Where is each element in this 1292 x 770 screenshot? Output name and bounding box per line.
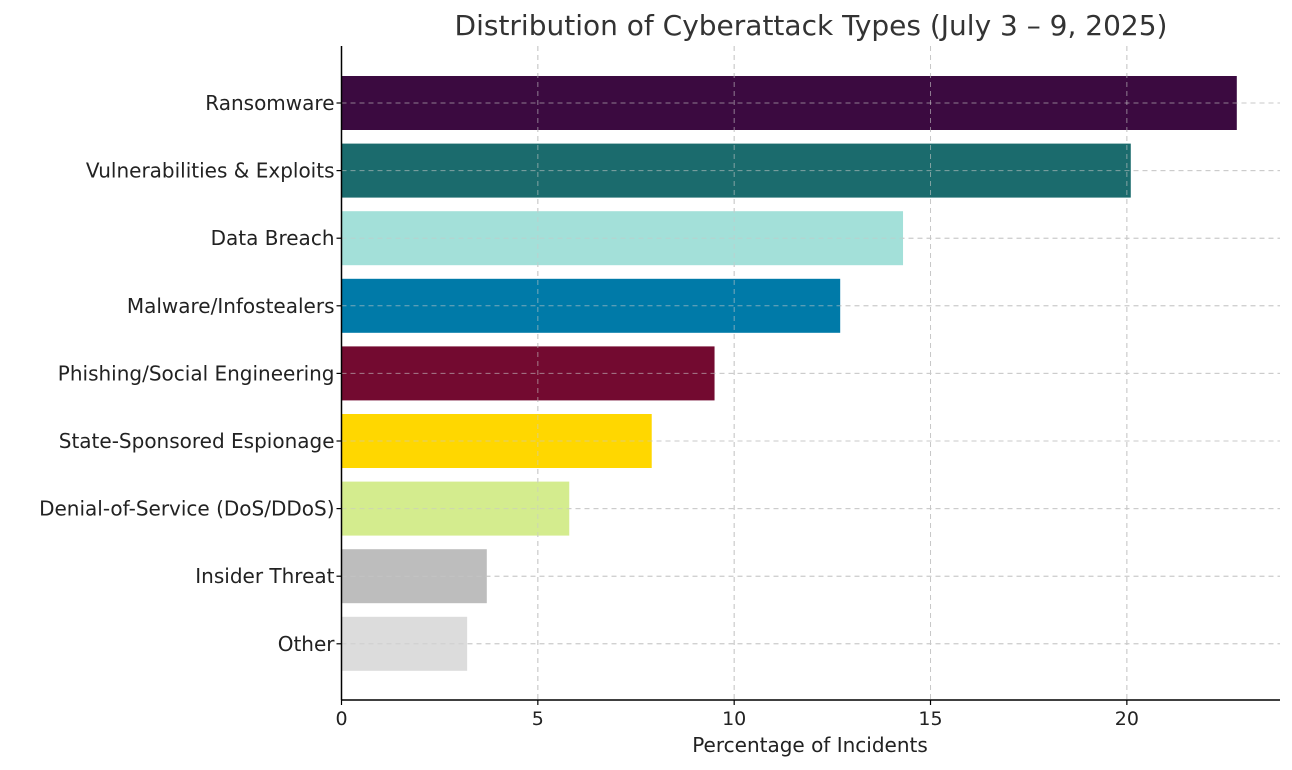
- x-tick-label: 20: [1115, 708, 1139, 730]
- bars: [341, 46, 1280, 700]
- category-label: Vulnerabilities & Exploits: [86, 159, 335, 183]
- x-tick-label: 15: [918, 708, 942, 730]
- category-label: Data Breach: [211, 226, 335, 250]
- category-label: Other: [278, 632, 336, 656]
- category-labels: Ransomware Vulnerabilities & Exploits Data…: [39, 91, 335, 656]
- x-tick-label: 0: [335, 708, 347, 730]
- x-tick-label: 10: [722, 708, 746, 730]
- chart-title: Distribution of Cyberattack Types (July …: [455, 9, 1168, 42]
- category-label: Phishing/Social Engineering: [58, 361, 335, 385]
- x-tick-label: 5: [532, 708, 544, 730]
- category-label: Ransomware: [205, 91, 334, 115]
- bar: [341, 76, 1237, 130]
- axes: [336, 46, 1280, 701]
- x-axis-title: Percentage of Incidents: [692, 733, 928, 757]
- category-label: Insider Threat: [195, 564, 334, 588]
- category-label: State-Sponsored Espionage: [59, 429, 335, 453]
- x-axis-ticks: 0 5 10 15 20: [335, 700, 1139, 730]
- category-label: Denial-of-Service (DoS/DDoS): [39, 497, 334, 521]
- category-label: Malware/Infostealers: [127, 294, 335, 318]
